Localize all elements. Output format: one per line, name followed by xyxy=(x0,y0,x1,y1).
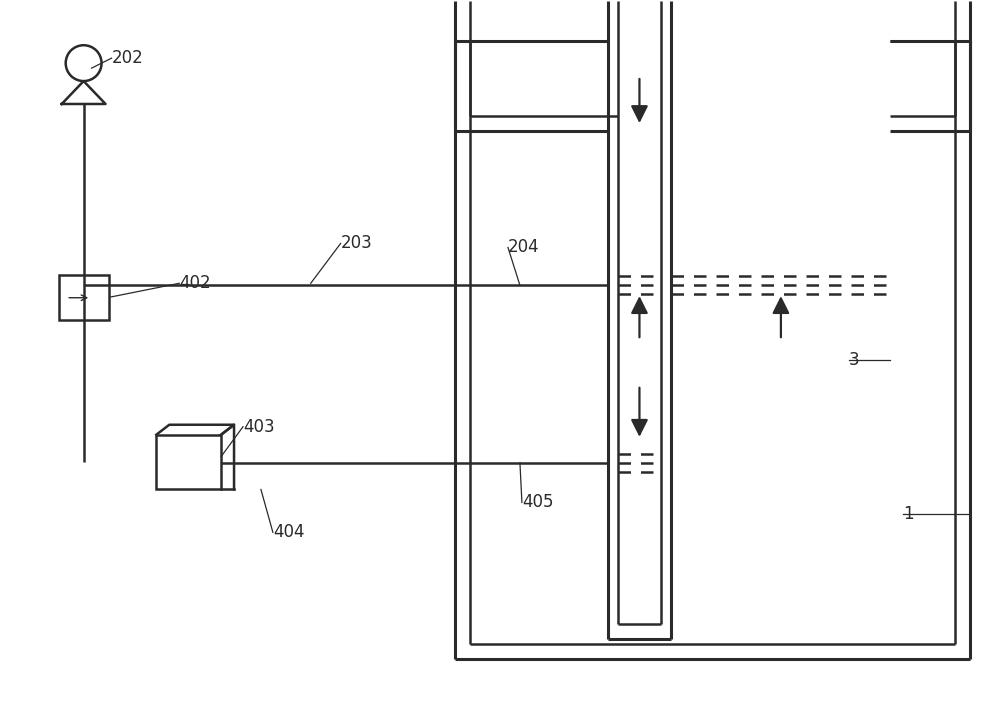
Text: 402: 402 xyxy=(179,275,211,292)
Text: 204: 204 xyxy=(508,238,540,257)
Text: 202: 202 xyxy=(112,49,143,67)
Text: 403: 403 xyxy=(243,418,275,435)
Bar xyxy=(59,275,109,320)
Text: 1: 1 xyxy=(903,506,914,523)
Bar xyxy=(156,435,221,490)
Text: 203: 203 xyxy=(341,235,372,252)
Text: 3: 3 xyxy=(849,351,859,369)
Text: 404: 404 xyxy=(273,523,304,541)
Text: 405: 405 xyxy=(522,493,553,511)
